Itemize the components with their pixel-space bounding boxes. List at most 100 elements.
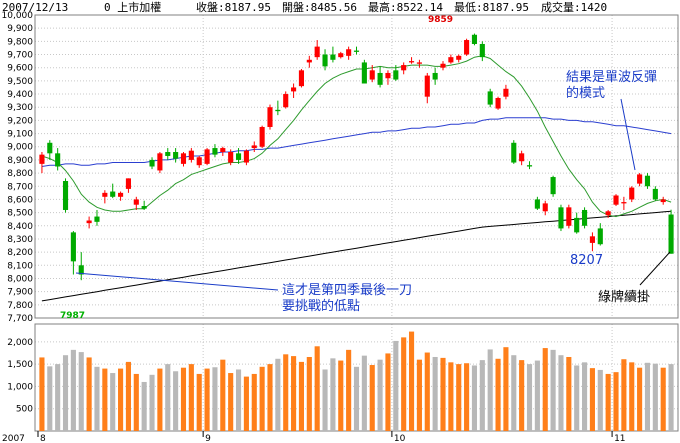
- candle: [70, 231, 76, 275]
- month-dividers: [202, 15, 613, 431]
- candle-body-down: [558, 207, 564, 229]
- price-tick-label: 9,700: [7, 51, 33, 61]
- candle: [220, 146, 226, 156]
- candle: [629, 186, 635, 203]
- candle: [243, 149, 249, 166]
- volume-bar: [212, 367, 218, 431]
- candle-body-up: [542, 203, 548, 212]
- candle: [401, 62, 407, 75]
- volume-bar: [55, 364, 61, 431]
- price-tick-label: 8,900: [7, 156, 33, 166]
- candle: [62, 178, 69, 213]
- candle-body-down: [526, 165, 533, 167]
- candle-body-up: [196, 157, 202, 166]
- volume-bar: [464, 363, 470, 431]
- volume-bar: [243, 376, 249, 431]
- candle-body-up: [408, 61, 415, 63]
- candle: [566, 204, 572, 229]
- candle-body-up: [291, 87, 297, 92]
- candle-body-up: [589, 236, 595, 243]
- candle: [346, 46, 352, 60]
- volume-bar: [637, 367, 643, 431]
- price-tick-label: 8,000: [7, 274, 33, 284]
- candle: [78, 252, 84, 281]
- volume-bar: [401, 337, 407, 431]
- candle-body-up: [605, 211, 611, 216]
- candle-body-down: [534, 199, 540, 209]
- annotation-q4-low-line1: 這才是第四季最後一刀: [282, 282, 412, 298]
- volume-bar: [424, 352, 430, 431]
- volume-bar: [338, 360, 344, 431]
- volume-bar: [259, 366, 265, 431]
- candle: [361, 59, 367, 84]
- candle: [448, 54, 454, 64]
- candle: [267, 104, 273, 130]
- candle: [574, 212, 580, 234]
- volume-bar: [369, 365, 375, 431]
- candle-body-down: [652, 188, 658, 200]
- candle: [456, 54, 462, 63]
- candle: [519, 150, 525, 166]
- volume-bar: [141, 381, 147, 431]
- candle-body-up: [448, 57, 454, 63]
- price-tick-label: 9,600: [7, 64, 33, 74]
- price-tick-label: 8,800: [7, 169, 33, 179]
- candle: [110, 183, 116, 199]
- annotation-low-8207: 8207: [570, 253, 603, 268]
- candle-body-down: [173, 152, 179, 159]
- candle: [613, 194, 619, 207]
- price-tick-label: 10,000: [2, 11, 34, 21]
- candle-body-up: [416, 62, 422, 64]
- annotation-single-wave-line2: 的模式: [566, 85, 605, 101]
- volume-bar: [346, 349, 352, 431]
- candle-body-down: [149, 159, 155, 167]
- volume-bar: [291, 356, 297, 431]
- volume-bar: [39, 357, 45, 431]
- candle-body-up: [346, 49, 352, 56]
- candle-body-down: [212, 148, 218, 155]
- candle-body-up: [243, 150, 249, 163]
- candle-body-down: [668, 214, 674, 254]
- annotation-green-candle: 綠牌續掛: [598, 289, 650, 305]
- volume-bar: [86, 357, 92, 431]
- candle-body-up: [629, 187, 635, 200]
- candle-body-up: [495, 97, 501, 109]
- candle: [440, 61, 446, 71]
- candle-body-up: [613, 195, 619, 205]
- volume-tick-label: 2,000: [7, 338, 33, 348]
- volume-bar: [298, 361, 305, 431]
- month-label: 8: [40, 434, 46, 443]
- candle-body-down: [511, 142, 517, 163]
- header-volume: 成交量:1420: [541, 0, 607, 14]
- candle-body-up: [86, 220, 92, 224]
- candle-body-up: [188, 150, 194, 160]
- candle-body-down: [377, 72, 383, 85]
- header-open: 開盤:8485.56: [282, 1, 357, 14]
- candle-body-up: [637, 174, 643, 184]
- candle: [306, 55, 312, 68]
- candle-body-up: [125, 178, 131, 189]
- volume-bar: [432, 356, 438, 431]
- month-label: 11: [614, 434, 625, 443]
- volume-bar: [267, 364, 273, 431]
- candle-body-up: [456, 55, 462, 60]
- volume-tick-label: 500: [16, 405, 33, 415]
- volume-bar: [102, 368, 108, 431]
- volume-bar: [440, 357, 446, 431]
- candle-body-down: [165, 152, 171, 156]
- price-tick-label: 8,200: [7, 248, 33, 258]
- header-high: 最高:8522.14: [368, 0, 443, 14]
- annotation-q4-low-pointer: [75, 272, 279, 291]
- volume-bar: [110, 373, 116, 431]
- header-low: 最低:8187.95: [454, 1, 529, 14]
- volume-axis: 500 1,000 1,500 2,000: [7, 338, 33, 415]
- volume-bars: [39, 331, 674, 431]
- candle: [141, 200, 147, 210]
- volume-bar: [503, 347, 509, 431]
- candle: [377, 66, 383, 88]
- volume-bar: [605, 373, 611, 431]
- candle: [534, 196, 540, 210]
- candle: [479, 41, 485, 62]
- volume-bar: [597, 369, 603, 431]
- candle-body-down: [110, 191, 116, 197]
